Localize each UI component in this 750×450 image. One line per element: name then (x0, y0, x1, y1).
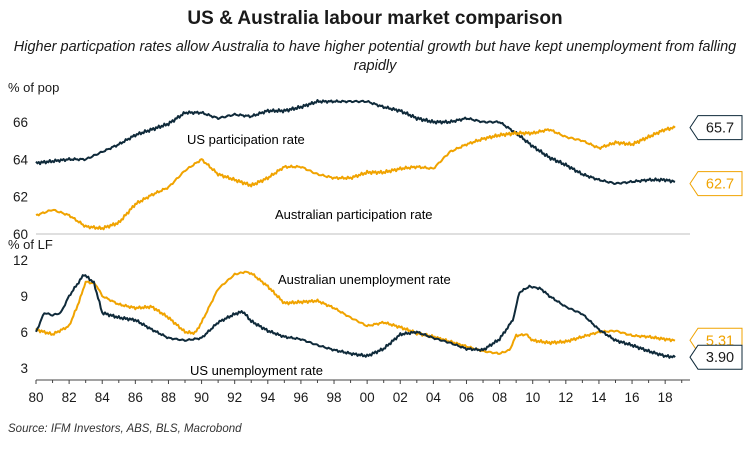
value-tag-label: 62.7 (706, 177, 734, 193)
value-tag-label: 65.7 (706, 121, 734, 137)
bottom-panel: 3 6 9 12 80 82 84 86 88 90 92 94 96 98 00 02 04 06 08 10 12… (13, 253, 743, 405)
bottom-y-tick-label: 6 (20, 325, 28, 340)
bottom-value-tags: 5.313.90 (689, 327, 743, 370)
series-line-us-unemployment-rate (35, 274, 676, 359)
x-tick-label: 06 (459, 390, 474, 405)
top-y-ticks: 60 62 64 66 (13, 115, 29, 242)
series-line-australian-participation-rate (35, 125, 676, 231)
x-tick-label: 00 (360, 390, 375, 405)
x-tick-label: 88 (161, 390, 176, 405)
bottom-y-tick-label: 3 (20, 361, 28, 376)
x-tick-label: 82 (62, 390, 77, 405)
chart-subtitle: Higher particpation rates allow Australi… (13, 39, 737, 74)
x-tick-label: 98 (327, 390, 342, 405)
series-line-us-participation-rate (35, 99, 676, 185)
x-tick-label: 80 (28, 390, 43, 405)
top-series (35, 99, 676, 231)
x-tick-label: 10 (525, 390, 540, 405)
bottom-series (35, 270, 676, 359)
x-tick-label: 02 (393, 390, 408, 405)
value-tag-box (689, 344, 743, 370)
x-tick-label: 86 (128, 390, 143, 405)
x-tick-label: 12 (558, 390, 573, 405)
x-tick-label: 96 (293, 390, 308, 405)
x-tick-label: 92 (227, 390, 242, 405)
value-tag-box (689, 171, 743, 197)
series-line-australian-unemployment-rate (35, 270, 676, 355)
value-tag-label: 3.90 (706, 350, 734, 366)
aus-participation-label: Australian participation rate (275, 207, 433, 222)
bottom-y-tick-label: 12 (13, 253, 28, 268)
x-tick-label: 04 (426, 390, 442, 405)
top-panel: 60 62 64 66 US participation rate Australia… (13, 99, 743, 242)
x-tick-label: 14 (591, 390, 607, 405)
top-value-tags: 65.7 62.7 (689, 115, 743, 197)
top-y-tick-label: 64 (13, 152, 29, 167)
bottom-y-axis-unit: % of LF (8, 237, 53, 252)
aus-unemployment-label: Australian unemployment rate (278, 272, 451, 287)
top-y-tick-label: 66 (13, 115, 28, 130)
x-tick-label: 90 (194, 390, 209, 405)
bottom-y-tick-label: 9 (20, 289, 28, 304)
x-tick-label: 94 (260, 390, 276, 405)
source-note: Source: IFM Investors, ABS, BLS, Macrobo… (8, 423, 242, 435)
x-tick-label: 16 (625, 390, 640, 405)
top-y-tick-label: 62 (13, 190, 28, 205)
bottom-y-ticks: 3 6 9 12 (13, 253, 28, 376)
x-ticks: 80 82 84 86 88 90 92 94 96 98 00 02 04 06 08 10 12 14 16 18 (28, 380, 683, 405)
top-y-tick-label: 60 (13, 227, 28, 242)
value-tag-box (689, 115, 743, 141)
x-tick-label: 18 (658, 390, 673, 405)
us-participation-label: US participation rate (187, 132, 305, 147)
x-tick-label: 08 (492, 390, 507, 405)
top-y-axis-unit: % of pop (8, 80, 60, 95)
us-unemployment-label: US unemployment rate (190, 363, 323, 378)
x-tick-label: 84 (95, 390, 111, 405)
chart-title: US & Australia labour market comparison (187, 8, 563, 29)
